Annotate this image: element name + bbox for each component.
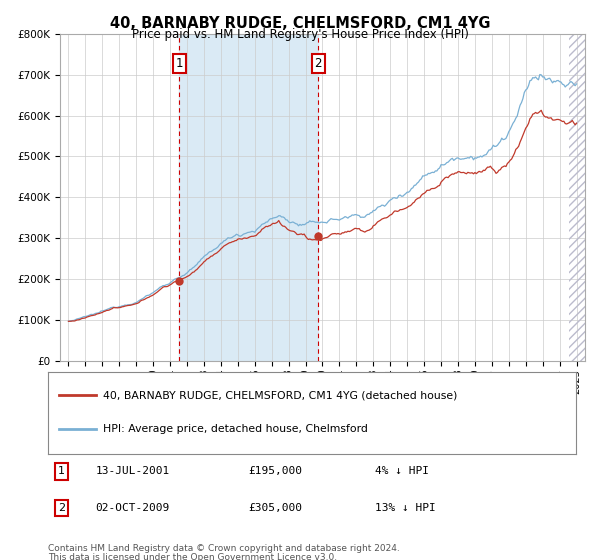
Text: 40, BARNABY RUDGE, CHELMSFORD, CM1 4YG (detached house): 40, BARNABY RUDGE, CHELMSFORD, CM1 4YG (… [103,390,458,400]
Text: 2: 2 [58,503,65,513]
Bar [569,34,585,361]
Text: Contains HM Land Registry data © Crown copyright and database right 2024.: Contains HM Land Registry data © Crown c… [48,544,400,553]
Text: 13-JUL-2001: 13-JUL-2001 [95,466,170,477]
Text: 13% ↓ HPI: 13% ↓ HPI [376,503,436,513]
Text: £195,000: £195,000 [248,466,302,477]
Text: Price paid vs. HM Land Registry's House Price Index (HPI): Price paid vs. HM Land Registry's House … [131,28,469,41]
Text: 4% ↓ HPI: 4% ↓ HPI [376,466,430,477]
Bar [569,34,585,361]
Text: 2: 2 [314,57,322,69]
Text: This data is licensed under the Open Government Licence v3.0.: This data is licensed under the Open Gov… [48,553,337,560]
Text: £305,000: £305,000 [248,503,302,513]
Text: 1: 1 [175,57,183,69]
Text: 40, BARNABY RUDGE, CHELMSFORD, CM1 4YG: 40, BARNABY RUDGE, CHELMSFORD, CM1 4YG [110,16,490,31]
Bar [179,34,318,361]
Text: 02-OCT-2009: 02-OCT-2009 [95,503,170,513]
Text: HPI: Average price, detached house, Chelmsford: HPI: Average price, detached house, Chel… [103,424,368,434]
Text: 1: 1 [58,466,65,477]
